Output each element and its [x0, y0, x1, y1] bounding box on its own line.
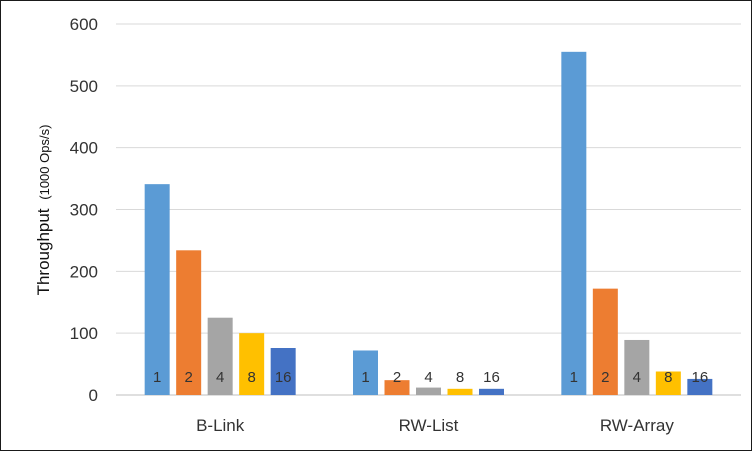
y-axis-label-unit: (1000 Ops/s)	[37, 125, 52, 200]
bar-b-link-8	[239, 333, 265, 395]
bars	[144, 51, 713, 395]
bar-data-label: 4	[216, 369, 224, 386]
bar-data-label: 8	[456, 369, 464, 386]
y-axis-label-main: Throughput	[34, 208, 53, 295]
y-axis-ticks: 0 100 200 300 400 500 600	[70, 15, 98, 405]
bar-rw-list-8	[447, 388, 473, 395]
y-tick-label: 400	[70, 139, 98, 158]
bar-b-link-4	[207, 317, 233, 395]
bar-data-label: 2	[393, 369, 401, 386]
bar-b-link-16	[270, 348, 296, 395]
bar-rw-array-8	[655, 371, 681, 395]
x-category-label: RW-List	[399, 416, 459, 435]
bar-data-label: 8	[664, 369, 672, 386]
bar-data-label: 1	[153, 369, 161, 386]
bar-data-label: 2	[601, 369, 609, 386]
bar-rw-array-2	[592, 288, 618, 395]
bar-data-label: 2	[184, 369, 192, 386]
y-tick-label: 0	[89, 386, 98, 405]
bar-data-label: 4	[633, 369, 641, 386]
bar-rw-array-1	[561, 51, 587, 395]
bar-data-label: 16	[691, 369, 708, 386]
bar-rw-list-2	[384, 380, 410, 395]
bar-data-labels: 1 2 4 8 16 1 2 4 8 16 1 2 4 8 16	[153, 369, 708, 386]
y-tick-label: 300	[70, 201, 98, 220]
bar-data-label: 16	[275, 369, 292, 386]
x-category-label: B-Link	[196, 416, 245, 435]
bar-rw-list-4	[416, 387, 441, 395]
bar-rw-list-16	[479, 388, 504, 395]
x-axis-categories: B-Link RW-List RW-Array	[196, 416, 674, 435]
bar-rw-list-1	[353, 350, 378, 395]
bar-b-link-2	[176, 250, 202, 395]
y-tick-label: 600	[70, 15, 98, 34]
y-tick-label: 200	[70, 262, 98, 281]
bar-data-label: 1	[361, 369, 369, 386]
bar-rw-array-16	[687, 378, 713, 395]
bar-data-label: 1	[570, 369, 578, 386]
bar-b-link-1	[144, 184, 170, 395]
bar-rw-array-4	[624, 339, 650, 395]
bar-data-label: 8	[247, 369, 255, 386]
bar-data-label: 16	[483, 369, 500, 386]
y-tick-label: 500	[70, 77, 98, 96]
bar-data-label: 4	[424, 369, 432, 386]
x-category-label: RW-Array	[600, 416, 674, 435]
y-tick-label: 100	[70, 324, 98, 343]
y-axis-label: Throughput (1000 Ops/s)	[34, 125, 53, 296]
